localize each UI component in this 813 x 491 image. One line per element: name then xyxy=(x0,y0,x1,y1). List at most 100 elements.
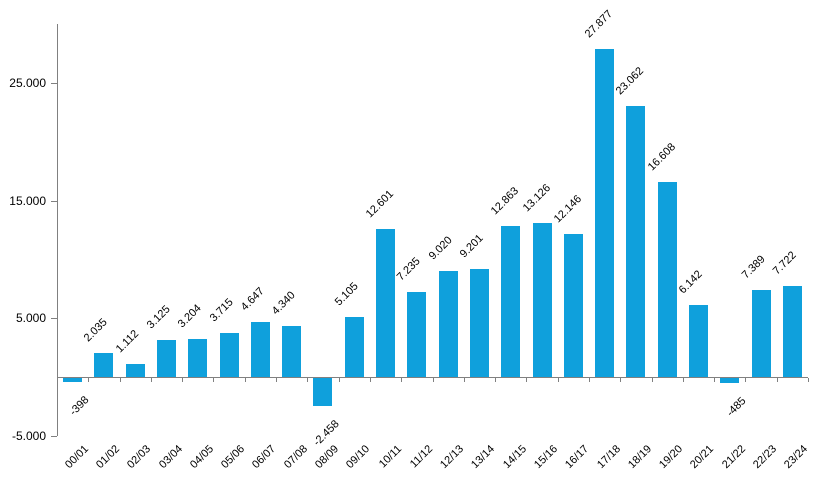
bar-value-label: 3.204 xyxy=(175,302,204,331)
x-tick-mark xyxy=(652,378,653,382)
x-tick-label: 00/01 xyxy=(63,443,92,471)
x-tick-mark xyxy=(589,378,590,382)
bar xyxy=(94,353,113,377)
x-tick-label: 06/07 xyxy=(250,443,279,471)
bar-value-label: 6.142 xyxy=(676,268,705,297)
bar xyxy=(63,377,82,382)
x-tick-mark xyxy=(88,378,89,382)
x-tick-label: 10/11 xyxy=(377,443,405,471)
bar xyxy=(658,182,677,377)
x-tick-mark xyxy=(57,378,58,382)
bar xyxy=(470,269,489,377)
x-tick-label: 09/10 xyxy=(344,443,373,471)
x-tick-label: 14/15 xyxy=(501,443,530,471)
x-tick-mark xyxy=(683,378,684,382)
bar-value-label: 3.715 xyxy=(207,296,236,325)
bar-value-label: 7.722 xyxy=(770,249,799,278)
x-tick-label: 17/18 xyxy=(595,443,624,471)
bar xyxy=(376,229,395,377)
y-tick-mark xyxy=(51,83,57,84)
x-tick-mark xyxy=(401,378,402,382)
bar-value-label: 16.608 xyxy=(645,141,679,174)
bar xyxy=(626,106,645,377)
x-tick-mark xyxy=(276,378,277,382)
bar xyxy=(220,333,239,377)
bar xyxy=(126,364,145,377)
bar-value-label: 4.647 xyxy=(238,285,267,314)
x-tick-mark xyxy=(245,378,246,382)
bar-value-label: 12.601 xyxy=(363,188,397,221)
x-tick-label: 15/16 xyxy=(532,443,561,471)
bar xyxy=(783,286,802,377)
bar xyxy=(282,326,301,377)
bar-value-label: 23.062 xyxy=(613,65,647,98)
bar-value-label: 12.863 xyxy=(488,185,522,218)
bar xyxy=(595,49,614,377)
bar-value-label: -2.458 xyxy=(310,418,342,449)
x-tick-label: 13/14 xyxy=(469,443,498,471)
x-tick-mark xyxy=(182,378,183,382)
bar-value-label: 9.020 xyxy=(426,234,455,263)
bar xyxy=(251,322,270,377)
y-tick-label: 5.000 xyxy=(15,311,46,325)
x-tick-mark xyxy=(777,378,778,382)
bar xyxy=(157,340,176,377)
x-tick-mark xyxy=(151,378,152,382)
bar xyxy=(407,292,426,377)
x-tick-mark xyxy=(526,378,527,382)
y-tick-mark xyxy=(51,201,57,202)
x-tick-label: 01/02 xyxy=(94,443,123,471)
x-tick-label: 16/17 xyxy=(563,443,592,471)
x-tick-label: 05/06 xyxy=(219,443,248,471)
x-tick-mark xyxy=(495,378,496,382)
bar-value-label: 27.877 xyxy=(582,8,616,41)
x-tick-mark xyxy=(339,378,340,382)
y-tick-mark xyxy=(51,436,57,437)
bar-value-label: 2.035 xyxy=(81,316,110,345)
bar-value-label: 9.201 xyxy=(457,232,486,261)
bar-value-label: 12.146 xyxy=(551,193,585,226)
x-tick-label: 11/12 xyxy=(408,443,436,471)
bar-value-label: 7.235 xyxy=(394,255,423,284)
x-tick-mark xyxy=(213,378,214,382)
x-axis-line xyxy=(57,377,808,378)
x-tick-label: 03/04 xyxy=(157,443,186,471)
bar-value-label: 4.340 xyxy=(269,289,298,318)
bar xyxy=(533,223,552,378)
x-tick-label: 22/23 xyxy=(751,443,780,471)
bar-value-label: -485 xyxy=(724,395,749,420)
bar xyxy=(501,226,520,377)
y-tick-label: -5.000 xyxy=(11,429,46,443)
y-tick-label: 25.000 xyxy=(9,76,46,90)
bar xyxy=(752,290,771,377)
x-tick-label: 04/05 xyxy=(188,443,217,471)
bar xyxy=(439,271,458,377)
bar-value-label: 3.125 xyxy=(144,303,173,332)
bar-value-label: 5.105 xyxy=(332,280,361,309)
y-tick-mark xyxy=(51,318,57,319)
x-tick-mark xyxy=(558,378,559,382)
x-tick-label: 19/20 xyxy=(657,443,686,471)
x-tick-mark xyxy=(370,378,371,382)
x-tick-label: 12/13 xyxy=(438,443,467,471)
x-tick-mark xyxy=(620,378,621,382)
bar xyxy=(720,377,739,383)
x-tick-mark xyxy=(745,378,746,382)
x-tick-label: 20/21 xyxy=(688,443,717,471)
x-tick-label: 18/19 xyxy=(626,443,655,471)
bar xyxy=(313,377,332,406)
bar-value-label: -398 xyxy=(67,394,92,419)
bar-value-label: 1.112 xyxy=(113,327,142,356)
x-tick-label: 23/24 xyxy=(782,443,811,471)
x-tick-mark xyxy=(464,378,465,382)
x-tick-mark xyxy=(714,378,715,382)
y-tick-label: 15.000 xyxy=(9,194,46,208)
bar xyxy=(689,305,708,377)
y-axis-line xyxy=(57,24,58,436)
x-tick-label: 07/08 xyxy=(282,443,311,471)
x-tick-mark xyxy=(433,378,434,382)
x-tick-mark xyxy=(808,378,809,382)
bar xyxy=(345,317,364,377)
bar xyxy=(188,339,207,377)
